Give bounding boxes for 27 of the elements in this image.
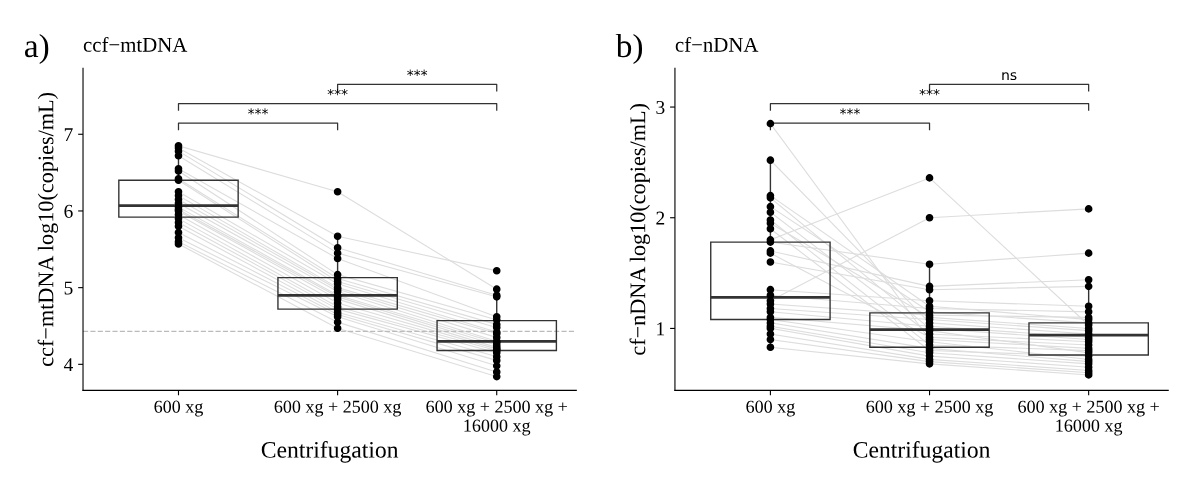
- annotation: ***: [919, 88, 940, 96]
- x-tick-label: 600 xg: [154, 400, 203, 417]
- x-tick-label: 600 xg + 2500 xg + 16000 xg: [1018, 400, 1159, 436]
- annotation: ***: [248, 108, 269, 115]
- y-tick-label: 1: [657, 322, 665, 336]
- annotation: ***: [327, 88, 348, 96]
- y-tick-label: 7: [64, 128, 73, 142]
- x-axis-title: Centrifugation: [261, 440, 399, 463]
- text: b): [615, 33, 643, 65]
- x-axis-title: Centrifugation: [853, 440, 991, 463]
- y-tick-label: 5: [64, 281, 73, 295]
- x-tick-label: 600 xg: [746, 400, 795, 417]
- annotation: ***: [407, 69, 428, 76]
- annotation: ns: [1002, 72, 1017, 81]
- chart-title: cf−nDNA: [675, 36, 759, 52]
- text: a): [25, 33, 49, 65]
- y-tick-label: 3: [656, 100, 665, 114]
- x-tick-label: 600 xg + 2500 xg: [274, 400, 402, 417]
- y-axis-title: ccf−mtDNA log10(copies/mL): [37, 92, 59, 366]
- x-tick-label: 600 xg + 2500 xg: [866, 400, 993, 417]
- y-tick-label: 4: [63, 358, 73, 372]
- chart-title: ccf−mtDNA: [83, 36, 188, 52]
- y-tick-label: 2: [656, 211, 665, 225]
- x-tick-label: 600 xg + 2500 xg + 16000 xg: [426, 400, 567, 436]
- y-axis-title: cf−nDNA log10(copies/mL): [629, 104, 650, 355]
- annotation: ***: [839, 108, 860, 115]
- y-tick-label: 6: [64, 204, 73, 218]
